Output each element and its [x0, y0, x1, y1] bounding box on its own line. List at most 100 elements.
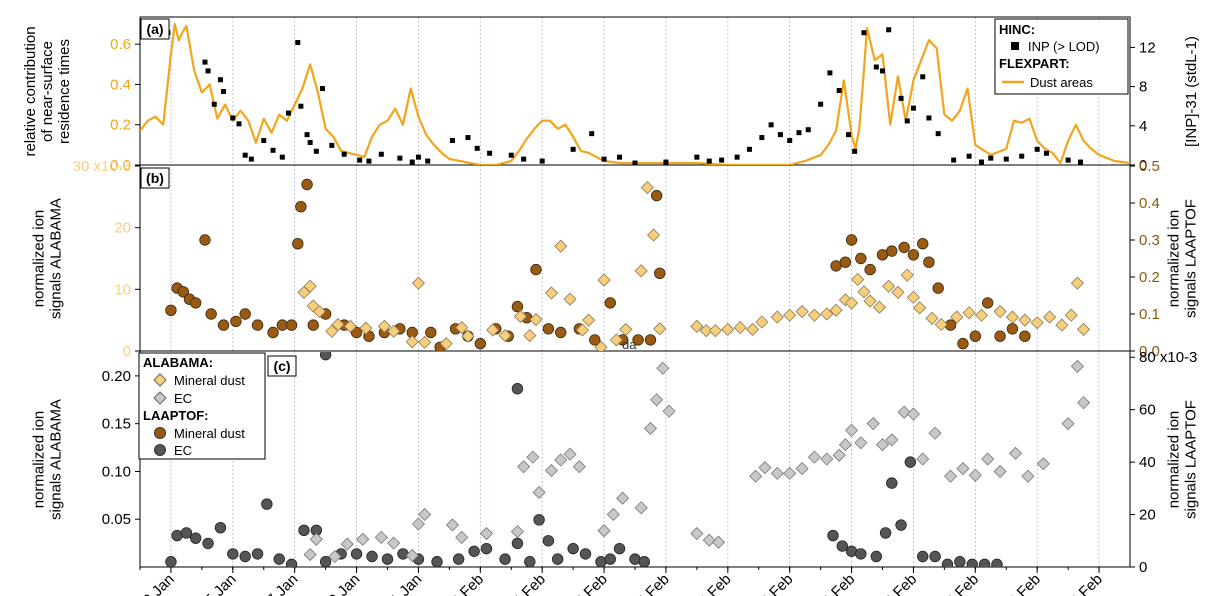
laaptof-dust-point [981, 297, 994, 309]
inp-point [1065, 157, 1071, 163]
inp-point [880, 68, 885, 74]
inp-point [313, 148, 319, 154]
laaptof-dust-point [239, 308, 251, 320]
alabama-dust-point [900, 268, 914, 282]
panel-a-legend: HINC: INP (> LOD) FLEXPART: Dust areas [994, 18, 1129, 95]
laaptof-dust-point [474, 337, 487, 350]
inp-point [570, 146, 576, 152]
inp-point [663, 159, 669, 165]
left-y-tick-label: 0.0 [110, 157, 131, 174]
alabama-dust-point [863, 294, 877, 308]
y-axis-title-line: signals ALABAMA [48, 399, 65, 520]
laaptof-ec-point [966, 558, 978, 567]
alabama-dust-point [455, 321, 469, 335]
alabama-ec-point [303, 548, 317, 562]
alabama-ec-point [387, 536, 401, 550]
alabama-ec-point [544, 463, 559, 478]
alabama-ec-point [943, 469, 958, 483]
laaptof-ec-point [604, 553, 616, 565]
laaptof-ec-point [524, 556, 536, 567]
laaptof-ec-point [991, 558, 1003, 567]
y-axis-title-line: normalized ion [1166, 210, 1183, 308]
alabama-dust-point [411, 276, 426, 290]
laaptof-dust-point [199, 234, 211, 246]
alabama-ec-point [1070, 359, 1084, 373]
y-axis-title: normalized ion signals ALABAMA [31, 198, 65, 319]
panel-a-label-box: (a) [140, 18, 170, 40]
alabama-ec-point [662, 404, 676, 418]
alabama-dust-point [486, 323, 500, 337]
legend-inp-label: INP (> LOD) [1028, 39, 1100, 54]
alabama-dust-point [619, 322, 633, 336]
right-y-tick-label: 20 [1139, 507, 1156, 524]
x-tick-label: 23 Jan [134, 571, 178, 596]
y-axis-title: relative contribution of near-surface resi… [22, 26, 73, 156]
laaptof-dust-point [994, 330, 1006, 342]
laaptof-dust-point [1019, 330, 1031, 342]
inp-point [230, 115, 236, 121]
laaptof-dust-point [957, 337, 969, 350]
laaptof-dust-point [604, 297, 616, 309]
inp-point [589, 131, 595, 137]
inp-point [719, 157, 725, 163]
alabama-dust-point [733, 321, 747, 335]
alabama-ec-point [634, 501, 648, 515]
x-tick-label: 25 Jan [196, 571, 240, 596]
alabama-ec-point [981, 452, 995, 466]
alabama-dust-point [906, 290, 921, 304]
laaptof-dust-point [267, 326, 279, 339]
laaptof-dust-point [917, 237, 929, 250]
laaptof-ec-point [836, 540, 848, 552]
inp-point [818, 101, 824, 107]
inp-point [601, 156, 607, 162]
alabama-dust-point [544, 286, 559, 300]
alabama-ec-point [711, 535, 726, 549]
laaptof-ec-point [261, 498, 273, 510]
laaptof-dust-point [969, 330, 982, 342]
alabama-dust-point [708, 324, 723, 338]
inp-point [242, 152, 248, 158]
laaptof-dust-point [855, 252, 867, 265]
alabama-dust-point [721, 322, 735, 336]
laaptof-ec-point [319, 352, 332, 361]
panel-c-plot [165, 352, 1091, 567]
laaptof-dust-point [511, 300, 524, 313]
y-axis-title-line: signals LAAPTOF [1183, 400, 1200, 519]
alabama-ec-point [795, 462, 809, 476]
alabama-dust-point [523, 329, 537, 343]
alabama-ec-point [517, 460, 531, 474]
laaptof-ec-point [855, 548, 867, 560]
laaptof-ec-point [870, 550, 883, 563]
laaptof-dust-point [425, 326, 437, 339]
panel-a-label: (a) [146, 21, 163, 37]
y-axis-title-line: signals ALABAMA [48, 198, 65, 319]
alabama-ec-point [455, 530, 469, 544]
alabama-ec-point [411, 517, 426, 531]
laaptof-ec-point [397, 548, 409, 560]
y-axis-title-line: signals LAAPTOF [1183, 199, 1200, 318]
alabama-dust-point [838, 293, 852, 307]
laaptof-dust-point [217, 319, 230, 331]
laaptof-dust-point [932, 282, 944, 294]
alabama-dust-point [529, 312, 543, 327]
alabama-ec-point [838, 438, 852, 452]
laaptof-ec-point [189, 532, 202, 544]
laaptof-dust-point [230, 315, 242, 328]
alabama-ec-point [1036, 457, 1050, 471]
alabama-dust-point [974, 308, 989, 322]
laaptof-ec-point [929, 550, 941, 563]
alabama-ec-point [749, 469, 763, 483]
left-y-tick-label: 0.2 [110, 117, 131, 134]
alabama-dust-point [950, 310, 964, 324]
left-y-tick-label: 0.4 [110, 76, 131, 93]
alabama-ec-point [854, 436, 868, 450]
alabama-dust-point [783, 308, 797, 322]
laaptof-ec-point [214, 521, 227, 534]
alabama-dust-point [554, 239, 568, 253]
alabama-ec-point [758, 461, 772, 475]
alabama-dust-point [872, 300, 886, 314]
right-y-tick-label: 12 [1139, 39, 1156, 56]
legend-alabama-dust-marker [153, 373, 167, 387]
inp-point [248, 156, 254, 162]
laaptof-dust-point [530, 263, 542, 276]
